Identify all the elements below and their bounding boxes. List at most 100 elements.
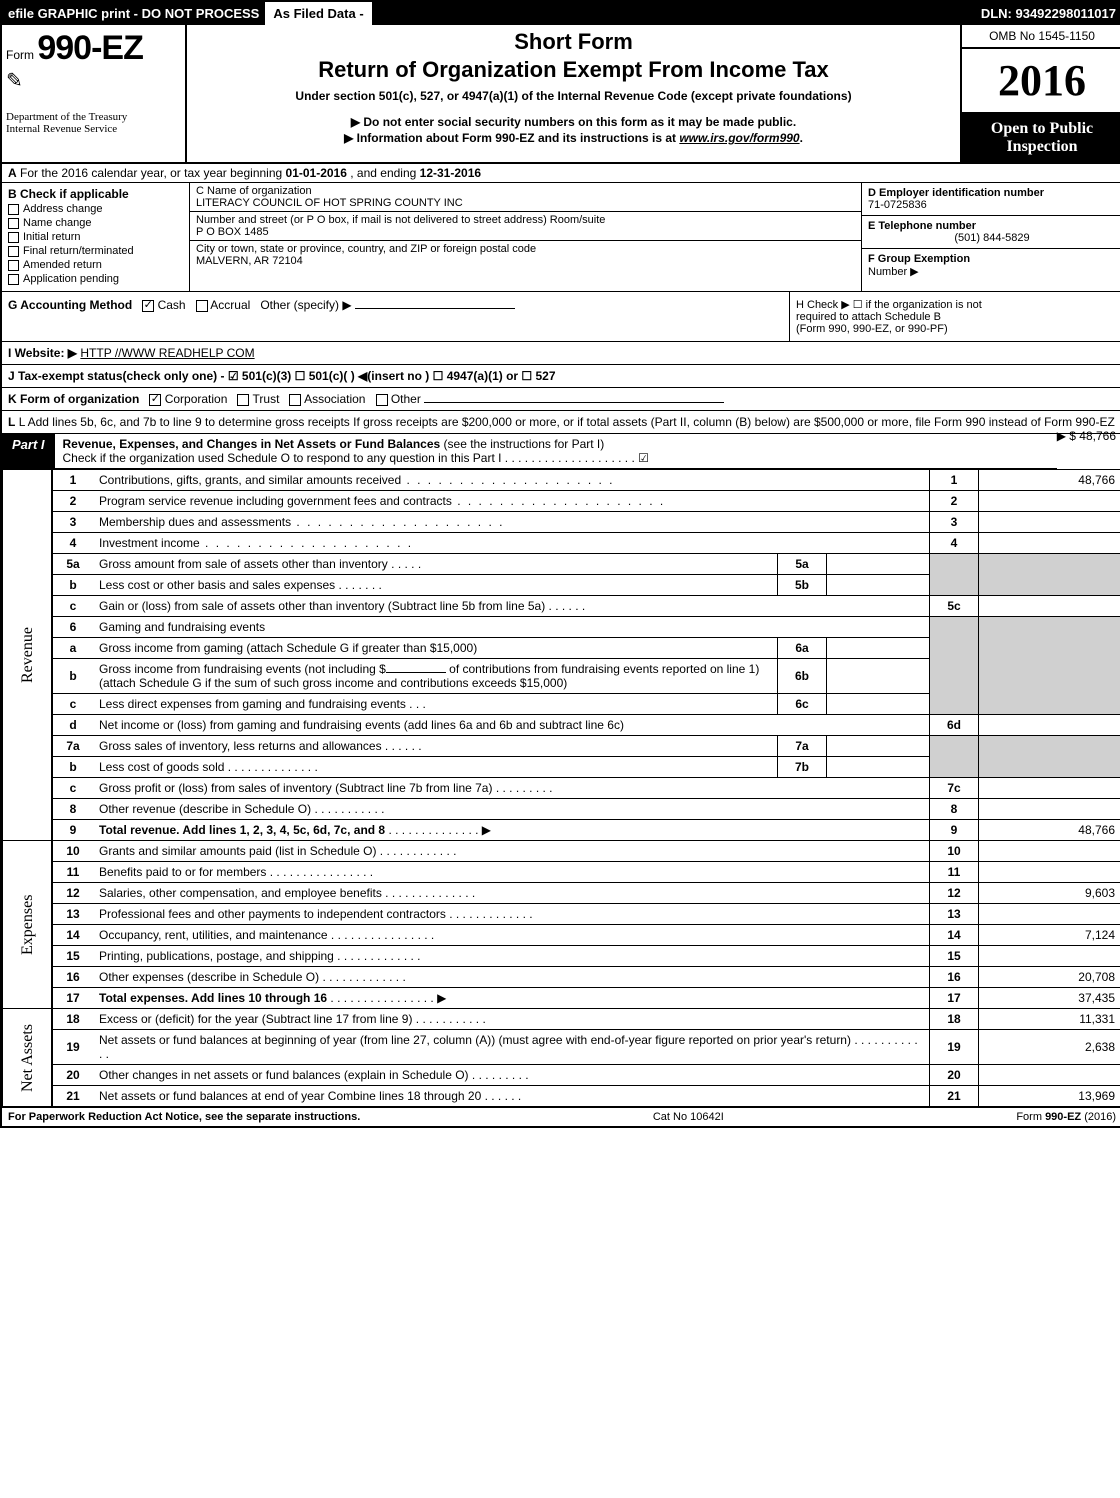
f-label2: Number ▶ bbox=[868, 265, 1116, 278]
line-19: 19 Net assets or fund balances at beginn… bbox=[3, 1030, 1120, 1065]
line-2: 2 Program service revenue including gove… bbox=[3, 491, 1120, 512]
form-page: efile GRAPHIC print - DO NOT PROCESS As … bbox=[0, 0, 1120, 1128]
top-bar: efile GRAPHIC print - DO NOT PROCESS As … bbox=[2, 2, 1120, 25]
line-14: 14 Occupancy, rent, utilities, and maint… bbox=[3, 925, 1120, 946]
line-21: 21 Net assets or fund balances at end of… bbox=[3, 1086, 1120, 1107]
line-13: 13 Professional fees and other payments … bbox=[3, 904, 1120, 925]
line-17: 17 Total expenses. Add lines 10 through … bbox=[3, 988, 1120, 1009]
line-15: 15 Printing, publications, postage, and … bbox=[3, 946, 1120, 967]
line-12: 12 Salaries, other compensation, and emp… bbox=[3, 883, 1120, 904]
irs-label: Internal Revenue Service bbox=[6, 123, 181, 135]
phone-value: (501) 844-5829 bbox=[868, 232, 1116, 244]
line-1: Revenue 1 Contributions, gifts, grants, … bbox=[3, 470, 1120, 491]
d-label: D Employer identification number bbox=[868, 187, 1044, 199]
header-left: Form 990-EZ ✎ Department of the Treasury… bbox=[2, 25, 187, 162]
as-filed-label: As Filed Data - bbox=[265, 2, 373, 25]
chk-pending[interactable]: Application pending bbox=[8, 273, 183, 285]
section-b-c-d: B Check if applicable Address change Nam… bbox=[2, 183, 1120, 292]
dept-treasury: Department of the Treasury bbox=[6, 111, 181, 123]
section-g: G Accounting Method Cash Accrual Other (… bbox=[2, 292, 789, 341]
line-5a: 5a Gross amount from sale of assets othe… bbox=[3, 554, 1120, 575]
line-9: 9 Total revenue. Add lines 1, 2, 3, 4, 5… bbox=[3, 820, 1120, 841]
chk-other-org[interactable] bbox=[376, 394, 388, 406]
chk-accrual[interactable] bbox=[196, 300, 208, 312]
netassets-label: Net Assets bbox=[3, 1009, 53, 1107]
header-right: OMB No 1545-1150 2016 Open to Public Ins… bbox=[960, 25, 1120, 162]
website-link[interactable]: HTTP //WWW READHELP COM bbox=[80, 346, 254, 360]
org-name: LITERACY COUNCIL OF HOT SPRING COUNTY IN… bbox=[196, 197, 855, 209]
org-city: MALVERN, AR 72104 bbox=[196, 255, 855, 267]
section-g-h: G Accounting Method Cash Accrual Other (… bbox=[2, 292, 1120, 342]
line-7a: 7a Gross sales of inventory, less return… bbox=[3, 736, 1120, 757]
line-6: 6 Gaming and fundraising events bbox=[3, 617, 1120, 638]
section-k: K Form of organization Corporation Trust… bbox=[2, 388, 1120, 411]
chk-address-change[interactable]: Address change bbox=[8, 203, 183, 215]
line-14-value: 7,124 bbox=[979, 925, 1120, 946]
expenses-label: Expenses bbox=[3, 841, 53, 1009]
line-11: 11 Benefits paid to or for members . . .… bbox=[3, 862, 1120, 883]
line-3: 3 Membership dues and assessments 3 bbox=[3, 512, 1120, 533]
row-a-calendar: A For the 2016 calendar year, or tax yea… bbox=[2, 164, 1120, 183]
ssn-notice: ▶ Do not enter social security numbers o… bbox=[191, 115, 956, 129]
return-title: Return of Organization Exempt From Incom… bbox=[191, 57, 956, 83]
section-h: H Check ▶ ☐ if the organization is not r… bbox=[789, 292, 1120, 341]
chk-initial-return[interactable]: Initial return bbox=[8, 231, 183, 243]
chk-assoc[interactable] bbox=[289, 394, 301, 406]
ein-value: 71-0725836 bbox=[868, 199, 1116, 211]
chk-name-change[interactable]: Name change bbox=[8, 217, 183, 229]
form-version: Form 990-EZ (2016) bbox=[1016, 1111, 1116, 1123]
part-1-badge: Part I bbox=[2, 434, 55, 468]
chk-cash[interactable] bbox=[142, 300, 154, 312]
org-address: P O BOX 1485 bbox=[196, 226, 855, 238]
short-form-title: Short Form bbox=[191, 29, 956, 55]
chk-amended[interactable]: Amended return bbox=[8, 259, 183, 271]
e-label: E Telephone number bbox=[868, 220, 976, 232]
section-b: B Check if applicable Address change Nam… bbox=[2, 183, 190, 291]
line-21-value: 13,969 bbox=[979, 1086, 1120, 1107]
omb-number: OMB No 1545-1150 bbox=[962, 25, 1120, 49]
section-l: L L Add lines 5b, 6c, and 7b to line 9 t… bbox=[2, 411, 1120, 434]
efile-notice: efile GRAPHIC print - DO NOT PROCESS bbox=[2, 2, 265, 25]
chk-final-return[interactable]: Final return/terminated bbox=[8, 245, 183, 257]
line-7c: c Gross profit or (loss) from sales of i… bbox=[3, 778, 1120, 799]
line-1-value: 48,766 bbox=[979, 470, 1120, 491]
line-16: 16 Other expenses (describe in Schedule … bbox=[3, 967, 1120, 988]
part-1-header: Part I Revenue, Expenses, and Changes in… bbox=[2, 434, 1057, 469]
paperwork-notice: For Paperwork Reduction Act Notice, see … bbox=[8, 1111, 360, 1123]
line-4: 4 Investment income 4 bbox=[3, 533, 1120, 554]
form-number: 990-EZ bbox=[37, 29, 143, 67]
info-notice: ▶ Information about Form 990-EZ and its … bbox=[191, 131, 956, 145]
line-18-value: 11,331 bbox=[979, 1009, 1120, 1030]
line-19-value: 2,638 bbox=[979, 1030, 1120, 1065]
line-5c: c Gain or (loss) from sale of assets oth… bbox=[3, 596, 1120, 617]
irs-link[interactable]: www.irs.gov/form990 bbox=[679, 131, 799, 145]
city-label: City or town, state or province, country… bbox=[196, 243, 855, 255]
c-label: C Name of organization bbox=[196, 185, 855, 197]
section-c: C Name of organization LITERACY COUNCIL … bbox=[190, 183, 861, 291]
form-header: Form 990-EZ ✎ Department of the Treasury… bbox=[2, 25, 1120, 164]
gross-receipts: ▶ $ 48,766 bbox=[1057, 429, 1116, 443]
f-label: F Group Exemption bbox=[868, 253, 970, 265]
line-12-value: 9,603 bbox=[979, 883, 1120, 904]
addr-label: Number and street (or P O box, if mail i… bbox=[196, 214, 855, 226]
tax-year: 2016 bbox=[962, 49, 1120, 114]
dln-number: DLN: 93492298011017 bbox=[975, 2, 1120, 25]
line-17-value: 37,435 bbox=[979, 988, 1120, 1009]
b-header: B Check if applicable bbox=[8, 187, 183, 201]
line-16-value: 20,708 bbox=[979, 967, 1120, 988]
revenue-label: Revenue bbox=[3, 470, 53, 841]
line-18: Net Assets 18 Excess or (deficit) for th… bbox=[3, 1009, 1120, 1030]
chk-trust[interactable] bbox=[237, 394, 249, 406]
section-i: I Website: ▶ HTTP //WWW READHELP COM bbox=[2, 342, 1120, 365]
under-section: Under section 501(c), 527, or 4947(a)(1)… bbox=[191, 89, 956, 103]
line-10: Expenses 10 Grants and similar amounts p… bbox=[3, 841, 1120, 862]
part-1-title: Revenue, Expenses, and Changes in Net As… bbox=[55, 434, 657, 468]
part-1-table: Revenue 1 Contributions, gifts, grants, … bbox=[2, 469, 1120, 1107]
open-public-badge: Open to Public Inspection bbox=[962, 114, 1120, 162]
header-mid: Short Form Return of Organization Exempt… bbox=[187, 25, 960, 162]
line-6d: d Net income or (loss) from gaming and f… bbox=[3, 715, 1120, 736]
line-20: 20 Other changes in net assets or fund b… bbox=[3, 1065, 1120, 1086]
chk-corp[interactable] bbox=[149, 394, 161, 406]
line-9-value: 48,766 bbox=[979, 820, 1120, 841]
page-footer: For Paperwork Reduction Act Notice, see … bbox=[2, 1107, 1120, 1126]
